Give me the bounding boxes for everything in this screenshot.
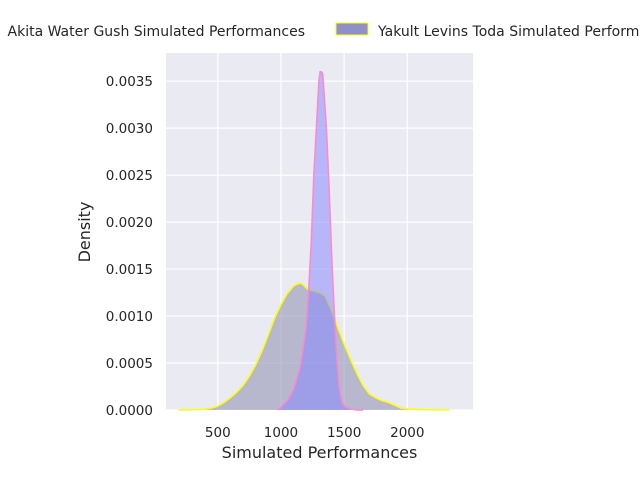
x-tick-label: 1000 [264,425,298,441]
y-tick-label: 0.0010 [106,309,153,325]
density-line-yakult [276,71,364,411]
y-tick-labels: 0.0000 0.0005 0.0010 0.0015 0.0020 0.0025 0.00… [106,74,153,419]
x-tick-labels: 500 1000 1500 2000 [205,425,425,441]
legend: Akita Water Gush Simulated Performances … [8,22,640,40]
y-axis-label: Density [75,202,94,263]
x-tick-label: 1500 [327,425,361,441]
y-tick-label: 0.0025 [106,168,153,184]
x-tick-label: 500 [205,425,231,441]
y-tick-label: 0.0005 [106,356,153,372]
y-tick-label: 0.0015 [106,262,153,278]
density-area-yakult [277,71,364,410]
legend-label-yakult: Yakult Levins Toda Simulated Performance… [377,24,640,40]
y-tick-label: 0.0020 [106,215,153,231]
y-tick-label: 0.0030 [106,121,153,137]
legend-swatch-yakult [335,22,369,36]
y-tick-label: 0.0000 [106,403,153,419]
density-areas [178,71,450,411]
y-tick-label: 0.0035 [106,74,153,90]
x-tick-label: 2000 [390,425,424,441]
legend-label-akita: Akita Water Gush Simulated Performances [8,24,305,40]
x-axis-label: Simulated Performances [222,443,418,462]
